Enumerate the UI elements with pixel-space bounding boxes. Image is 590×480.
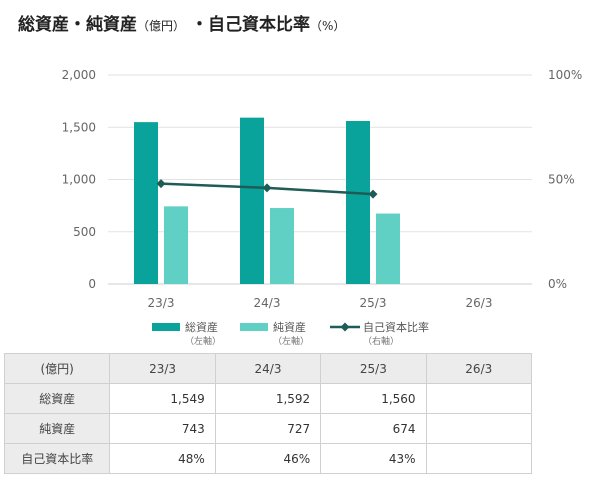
x-tick-label: 25/3 (360, 296, 387, 310)
table-cell: 43% (320, 443, 427, 474)
legend-marker (340, 322, 350, 332)
legend-sublabel: （左軸） (185, 335, 221, 347)
y-left-tick-label: 1,500 (62, 120, 96, 134)
bar-総資産 (240, 117, 264, 284)
table-cell: 727 (214, 413, 322, 444)
legend-label: 自己資本比率 (363, 320, 429, 334)
table-cell: 1,560 (320, 383, 427, 414)
legend-label: 純資産 (273, 321, 306, 334)
chart-title: 総資産・純資産（億円） ・自己資本比率（%） (18, 10, 345, 35)
table-header-cell: 23/3 (109, 353, 216, 384)
table-header-cell: 26/3 (425, 353, 533, 384)
legend-sublabel: （左軸） (273, 335, 309, 347)
chart: 0 500 1,000 1,500 2,000 0% 50% 100% 23/3 24/3 25/3… (62, 68, 583, 347)
table-cell: 743 (109, 413, 216, 444)
table-row: 総資産 1,549 1,592 1,560 (3, 383, 533, 414)
table-cell: 46% (214, 443, 322, 474)
point-自己資本比率 (368, 189, 378, 199)
title-unit-left: （億円） (137, 19, 180, 33)
table-cell: 1,549 (109, 383, 216, 414)
x-tick-label: 23/3 (148, 296, 175, 310)
table-unit-label: (億円) (3, 353, 111, 384)
table-row-label: 総資産 (3, 383, 111, 414)
legend-swatch-総資産 (152, 323, 180, 331)
bar-総資産 (346, 120, 370, 284)
y-left-tick-label: 0 (88, 277, 96, 291)
data-table: (億円) 23/3 24/3 25/3 26/3 総資産 1,549 1,592… (3, 353, 533, 474)
bar-総資産 (134, 122, 158, 284)
y-left-tick-label: 1,000 (62, 173, 96, 187)
point-自己資本比率 (156, 179, 166, 189)
bar-純資産 (376, 213, 400, 284)
legend-label: 総資産 (185, 320, 218, 334)
title-unit-right: （%） (310, 19, 346, 33)
table-header-cell: 24/3 (214, 353, 322, 384)
table-cell: 48% (109, 443, 216, 474)
table-row-label: 自己資本比率 (3, 443, 111, 474)
title-main: 総資産・純資産 (18, 15, 137, 35)
legend-swatch-純資産 (240, 323, 268, 331)
point-自己資本比率 (262, 183, 272, 193)
y-right-tick-label: 100% (548, 68, 582, 82)
y-right-tick-label: 50% (548, 173, 575, 187)
x-tick-label: 24/3 (254, 296, 281, 310)
table-cell: 1,592 (214, 383, 322, 414)
table-header-row: (億円) 23/3 24/3 25/3 26/3 (3, 353, 533, 384)
y-left-tick-label: 500 (73, 225, 96, 239)
table-cell: 674 (320, 413, 427, 444)
table-cell (425, 413, 533, 444)
bar-純資産 (270, 208, 294, 284)
x-tick-label: 26/3 (466, 296, 493, 310)
title-ratio: ・自己資本比率 (191, 15, 311, 35)
y-left-tick-label: 2,000 (62, 68, 96, 82)
table-row-label: 純資産 (3, 413, 111, 444)
table-row: 自己資本比率 48% 46% 43% (3, 443, 533, 474)
bar-純資産 (164, 206, 188, 284)
legend-sublabel: （右軸） (363, 335, 399, 347)
table-cell (425, 383, 533, 414)
y-right-tick-label: 0% (548, 277, 567, 291)
table-header-cell: 25/3 (320, 353, 427, 384)
table-cell (425, 443, 533, 474)
table-row: 純資産 743 727 674 (3, 413, 533, 444)
